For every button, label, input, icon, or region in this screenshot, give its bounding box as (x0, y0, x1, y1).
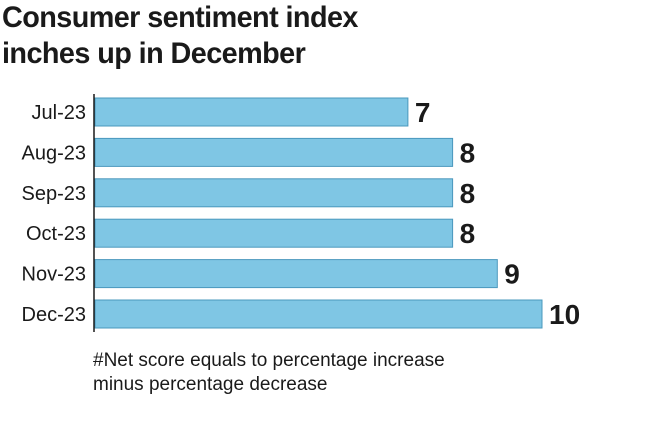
value-label: 8 (460, 218, 476, 249)
chart-title: Consumer sentiment index inches up in De… (2, 0, 358, 72)
category-label: Aug-23 (22, 142, 87, 164)
bar-aug-23 (94, 137, 454, 167)
category-label: Oct-23 (26, 223, 86, 245)
bar-dec-23 (94, 299, 543, 329)
bars-group (94, 97, 543, 329)
value-label: 7 (415, 97, 431, 128)
category-label: Dec-23 (22, 304, 86, 326)
value-label: 8 (460, 178, 476, 209)
chart-title-line: inches up in December (2, 37, 306, 70)
value-label: 8 (460, 137, 476, 168)
bar-jul-23 (94, 97, 409, 127)
value-label: 9 (504, 259, 520, 290)
category-label: Jul-23 (32, 102, 86, 124)
bar-nov-23 (94, 259, 498, 289)
bar-sep-23 (94, 178, 454, 208)
category-labels-group: Jul-23 Aug-23 Sep-23 Oct-23 Nov-23 Dec-23 (22, 102, 87, 326)
category-label: Nov-23 (22, 264, 86, 286)
bar-oct-23 (94, 218, 454, 248)
category-label: Sep-23 (22, 183, 87, 205)
chart-title-line: Consumer sentiment index (2, 1, 358, 34)
chart-footnote: #Net score equals to percentage increase… (93, 350, 445, 395)
value-label: 10 (549, 299, 580, 330)
